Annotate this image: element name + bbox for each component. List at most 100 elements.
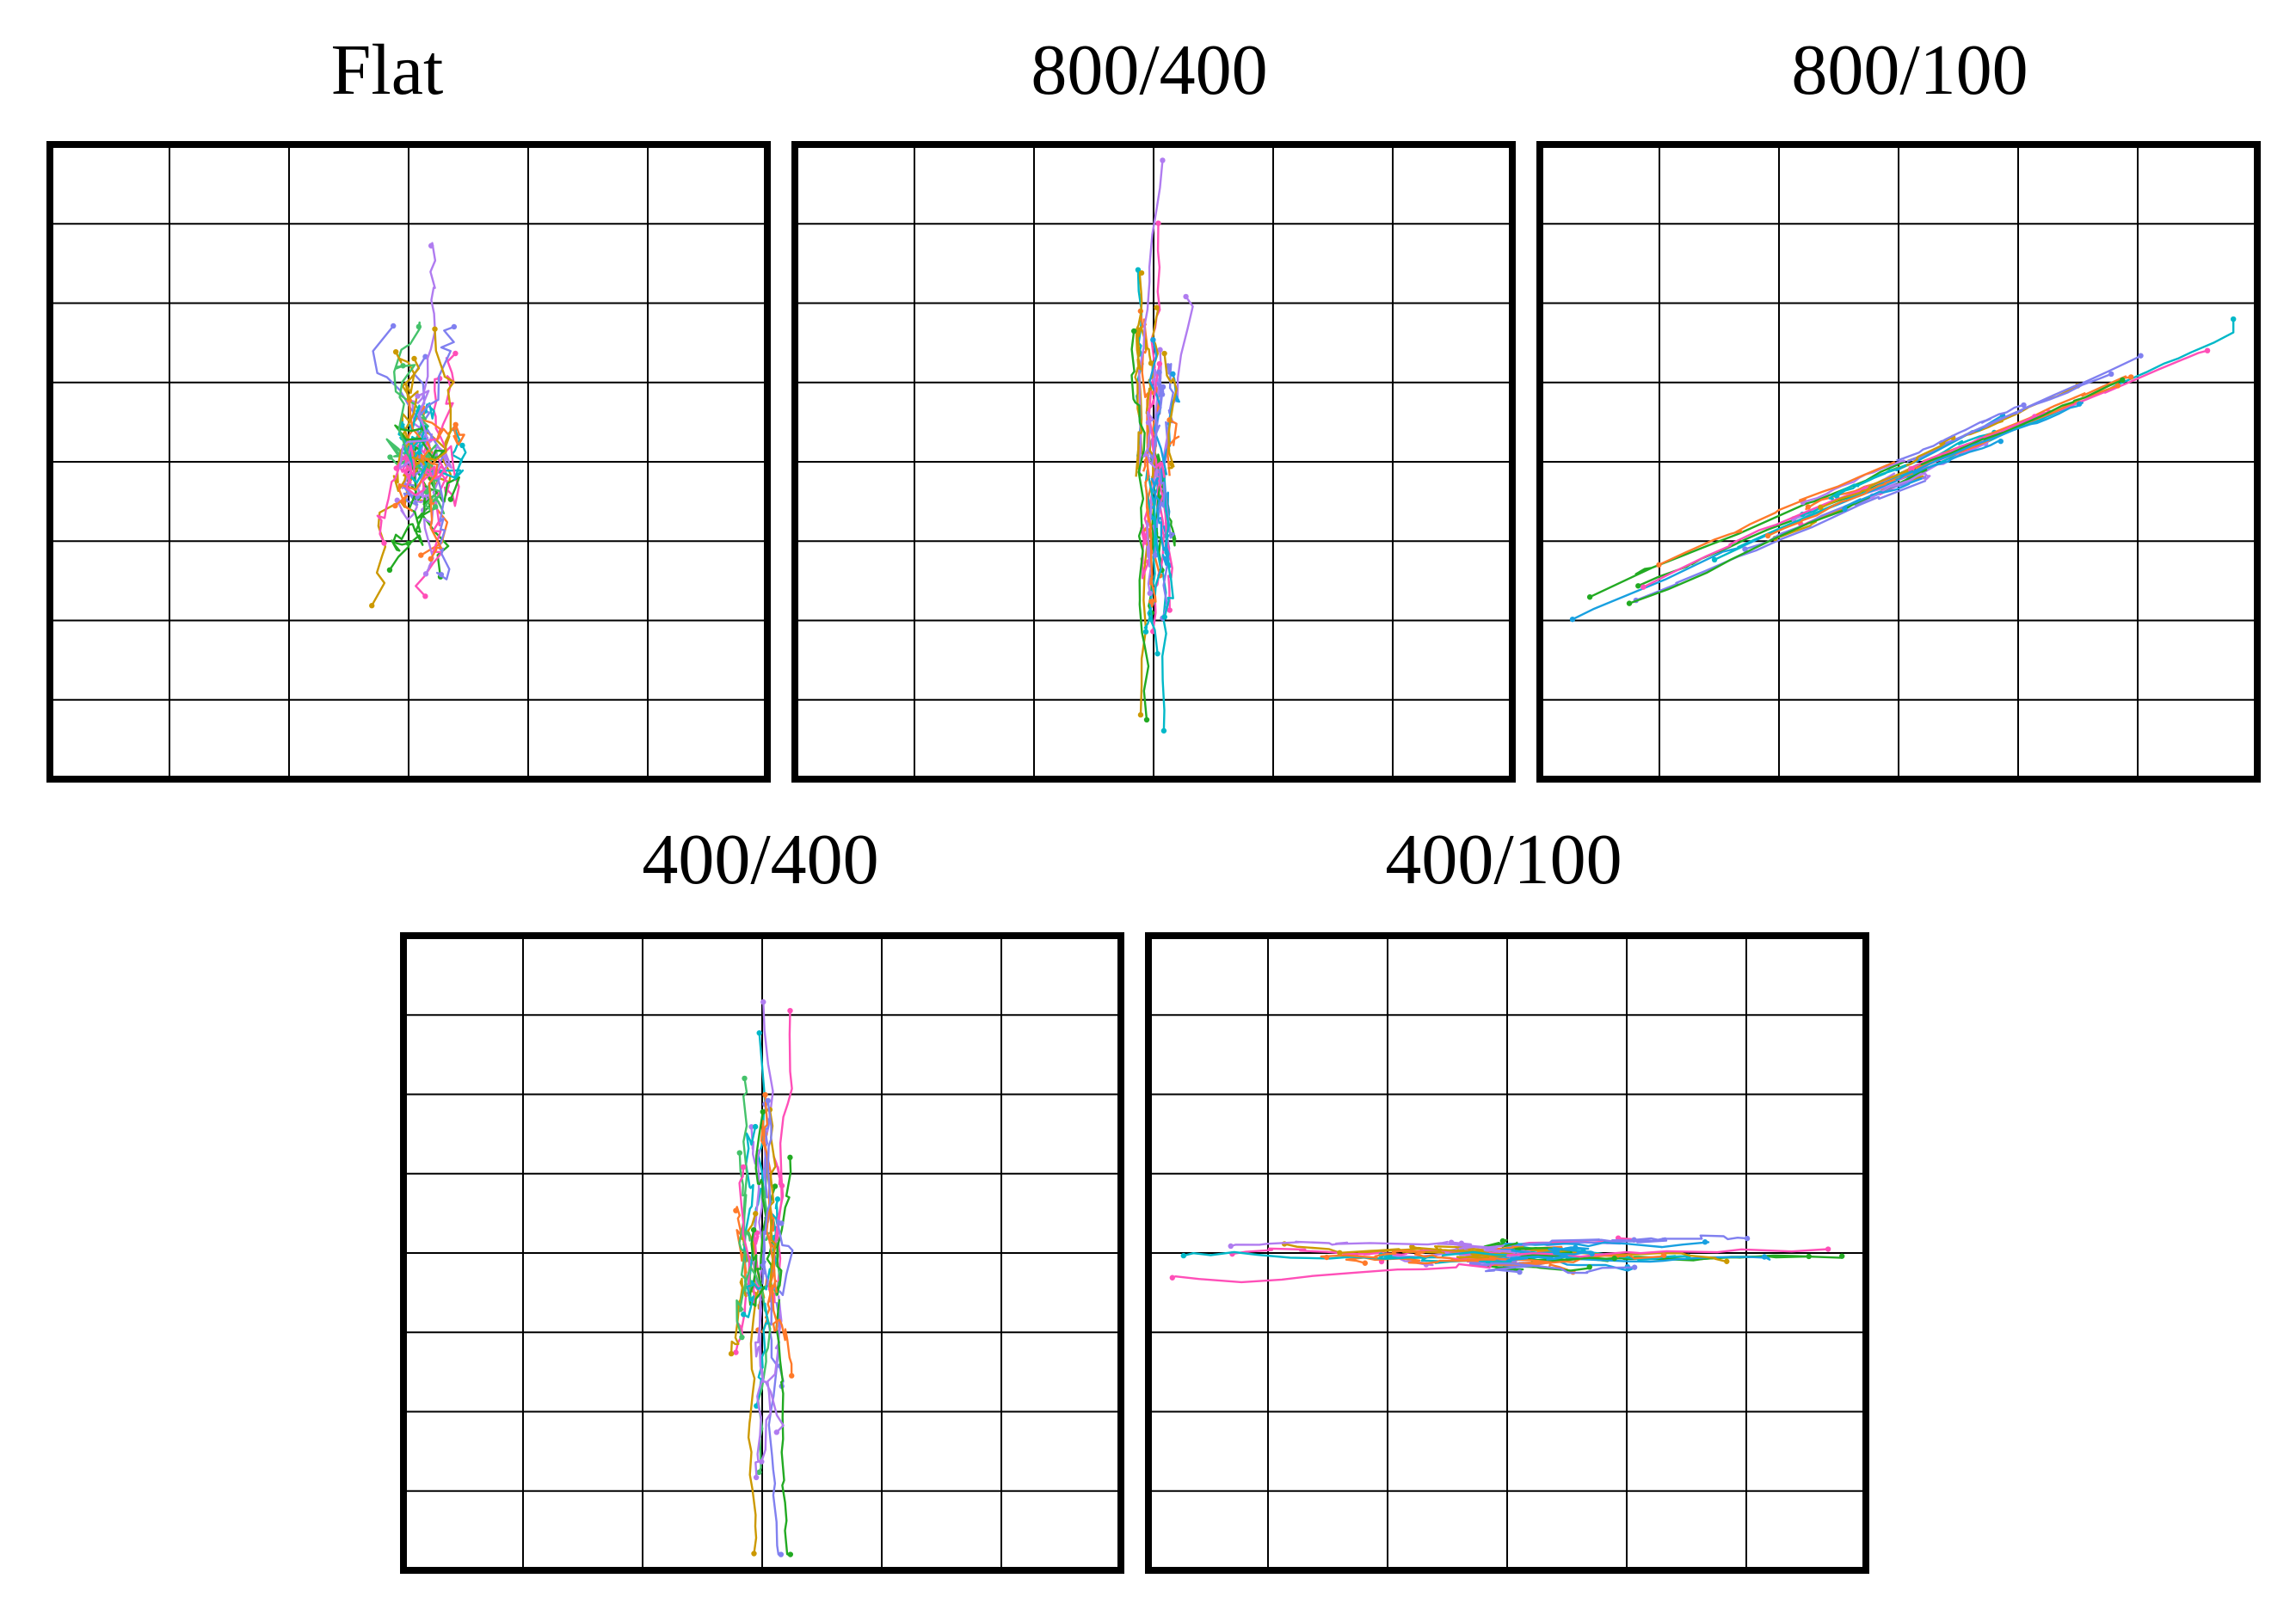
trajectory-path: [738, 1167, 751, 1297]
trajectory-path: [1134, 272, 1143, 477]
trajectory-end-point: [787, 1154, 793, 1161]
trajectory-path: [1130, 330, 1146, 477]
trajectory-end-point: [1744, 1235, 1751, 1242]
trajectory-end-point: [1156, 360, 1163, 367]
trajectory-path: [1802, 464, 1907, 516]
trajectory-path: [1906, 439, 2001, 478]
trajectory-end-point: [1631, 1237, 1637, 1243]
trajectory-path: [1160, 296, 1194, 466]
trajectory-end-point: [760, 998, 766, 1005]
trajectory-end-point: [752, 1123, 759, 1130]
trajectory-end-point: [1155, 220, 1161, 226]
trajectory-path: [760, 1100, 773, 1286]
trajectory-end-point: [742, 1075, 748, 1082]
trajectory-end-point: [428, 243, 434, 249]
trajectory-plot-800-400: [791, 141, 1516, 783]
trajectory-end-point: [1153, 552, 1159, 558]
trajectory-end-point: [422, 593, 428, 599]
trajectory-end-point: [432, 326, 438, 332]
trajectory-end-point: [415, 323, 422, 330]
trajectory-end-point: [1842, 506, 1848, 513]
trajectory-end-point: [418, 552, 424, 558]
trajectory-end-point: [1517, 1269, 1523, 1275]
trajectory-end-point: [411, 355, 417, 362]
trajectory-end-point: [1130, 328, 1137, 335]
trajectory-path: [748, 1230, 766, 1307]
trajectory-path: [1320, 1250, 1497, 1262]
trajectory-end-point: [1499, 1238, 1506, 1244]
trajectory-path: [1137, 471, 1150, 721]
trajectory-end-point: [2021, 402, 2027, 408]
trajectory-end-point: [1656, 562, 1662, 568]
trajectory-path: [1844, 477, 1923, 510]
trajectory-end-point: [1228, 1243, 1234, 1250]
trajectory-end-point: [739, 1334, 745, 1341]
trajectory-end-point: [1825, 1246, 1831, 1252]
trajectory-end-point: [2138, 353, 2144, 359]
trajectory-path: [1150, 476, 1170, 566]
trajectory-end-point: [1586, 594, 1593, 600]
trajectory-path: [1142, 411, 1156, 470]
trajectory-end-point: [740, 1164, 747, 1170]
plot-frame: [1536, 141, 2261, 783]
trajectory-path: [776, 1219, 794, 1297]
trajectory-end-point: [750, 1226, 757, 1233]
trajectory-path: [1144, 454, 1157, 608]
trajectory-end-point: [2120, 377, 2126, 384]
trajectory-end-point: [1761, 1254, 1768, 1260]
trajectory-path: [1920, 378, 2123, 466]
trajectory-end-point: [1818, 504, 1824, 511]
trajectory-end-point: [1137, 712, 1144, 718]
trajectory-end-point: [393, 465, 399, 471]
trajectory-end-point: [789, 1373, 795, 1379]
trajectory-end-point: [1764, 532, 1771, 539]
trajectory-end-point: [1160, 728, 1167, 734]
trajectory-path: [394, 424, 446, 461]
trajectory-end-point: [1337, 1250, 1343, 1256]
trajectory-path: [420, 449, 443, 560]
trajectory-end-point: [1150, 336, 1156, 343]
plot-frame: [46, 141, 771, 783]
trajectory-end-point: [1742, 546, 1748, 552]
trajectory-end-point: [432, 504, 439, 510]
trajectory-path: [411, 329, 455, 463]
trajectory-end-point: [387, 454, 393, 460]
trajectory-end-point: [1589, 1250, 1595, 1257]
trajectory-end-point: [1635, 583, 1641, 589]
trajectory-end-point: [772, 1183, 779, 1189]
panel-title-800-100: 800/100: [1791, 30, 2028, 110]
panel-title-flat: Flat: [330, 30, 444, 110]
trajectory-end-point: [1161, 350, 1167, 357]
trajectory-end-point: [1660, 1252, 1667, 1258]
trajectory-path: [736, 1266, 761, 1338]
trajectory-path: [385, 438, 419, 470]
trajectory-plot-800-100: [1536, 141, 2261, 783]
trajectory-path: [1163, 353, 1178, 470]
trajectory-end-point: [415, 393, 421, 399]
panel-title-800-400: 800/400: [1031, 30, 1268, 110]
trajectory-end-point: [2114, 383, 2121, 389]
trajectory-path: [1714, 469, 1913, 561]
trajectory-end-point: [2127, 374, 2134, 380]
trajectory-end-point: [1640, 584, 1647, 590]
plot-frame: [400, 932, 1124, 1574]
trajectory-path: [394, 458, 437, 513]
trajectory-end-point: [369, 603, 375, 609]
trajectory-path: [413, 356, 431, 470]
trajectory-end-point: [774, 1196, 781, 1202]
trajectory-path: [774, 1157, 792, 1296]
trajectory-end-point: [1135, 267, 1142, 273]
trajectory-end-point: [1161, 614, 1167, 620]
trajectory-end-point: [447, 496, 454, 502]
trajectory-path: [1896, 403, 2024, 462]
trajectory-end-point: [1569, 616, 1576, 623]
trajectory-end-point: [1169, 1275, 1175, 1281]
trajectory-end-point: [2231, 316, 2237, 322]
trajectory-path: [768, 1109, 777, 1288]
trajectory-end-point: [1362, 1260, 1369, 1266]
trajectory-end-point: [1170, 371, 1176, 378]
trajectory-end-point: [1147, 590, 1153, 597]
trajectory-end-point: [459, 442, 465, 449]
trajectory-end-point: [452, 350, 459, 357]
trajectory-end-point: [1163, 556, 1169, 562]
